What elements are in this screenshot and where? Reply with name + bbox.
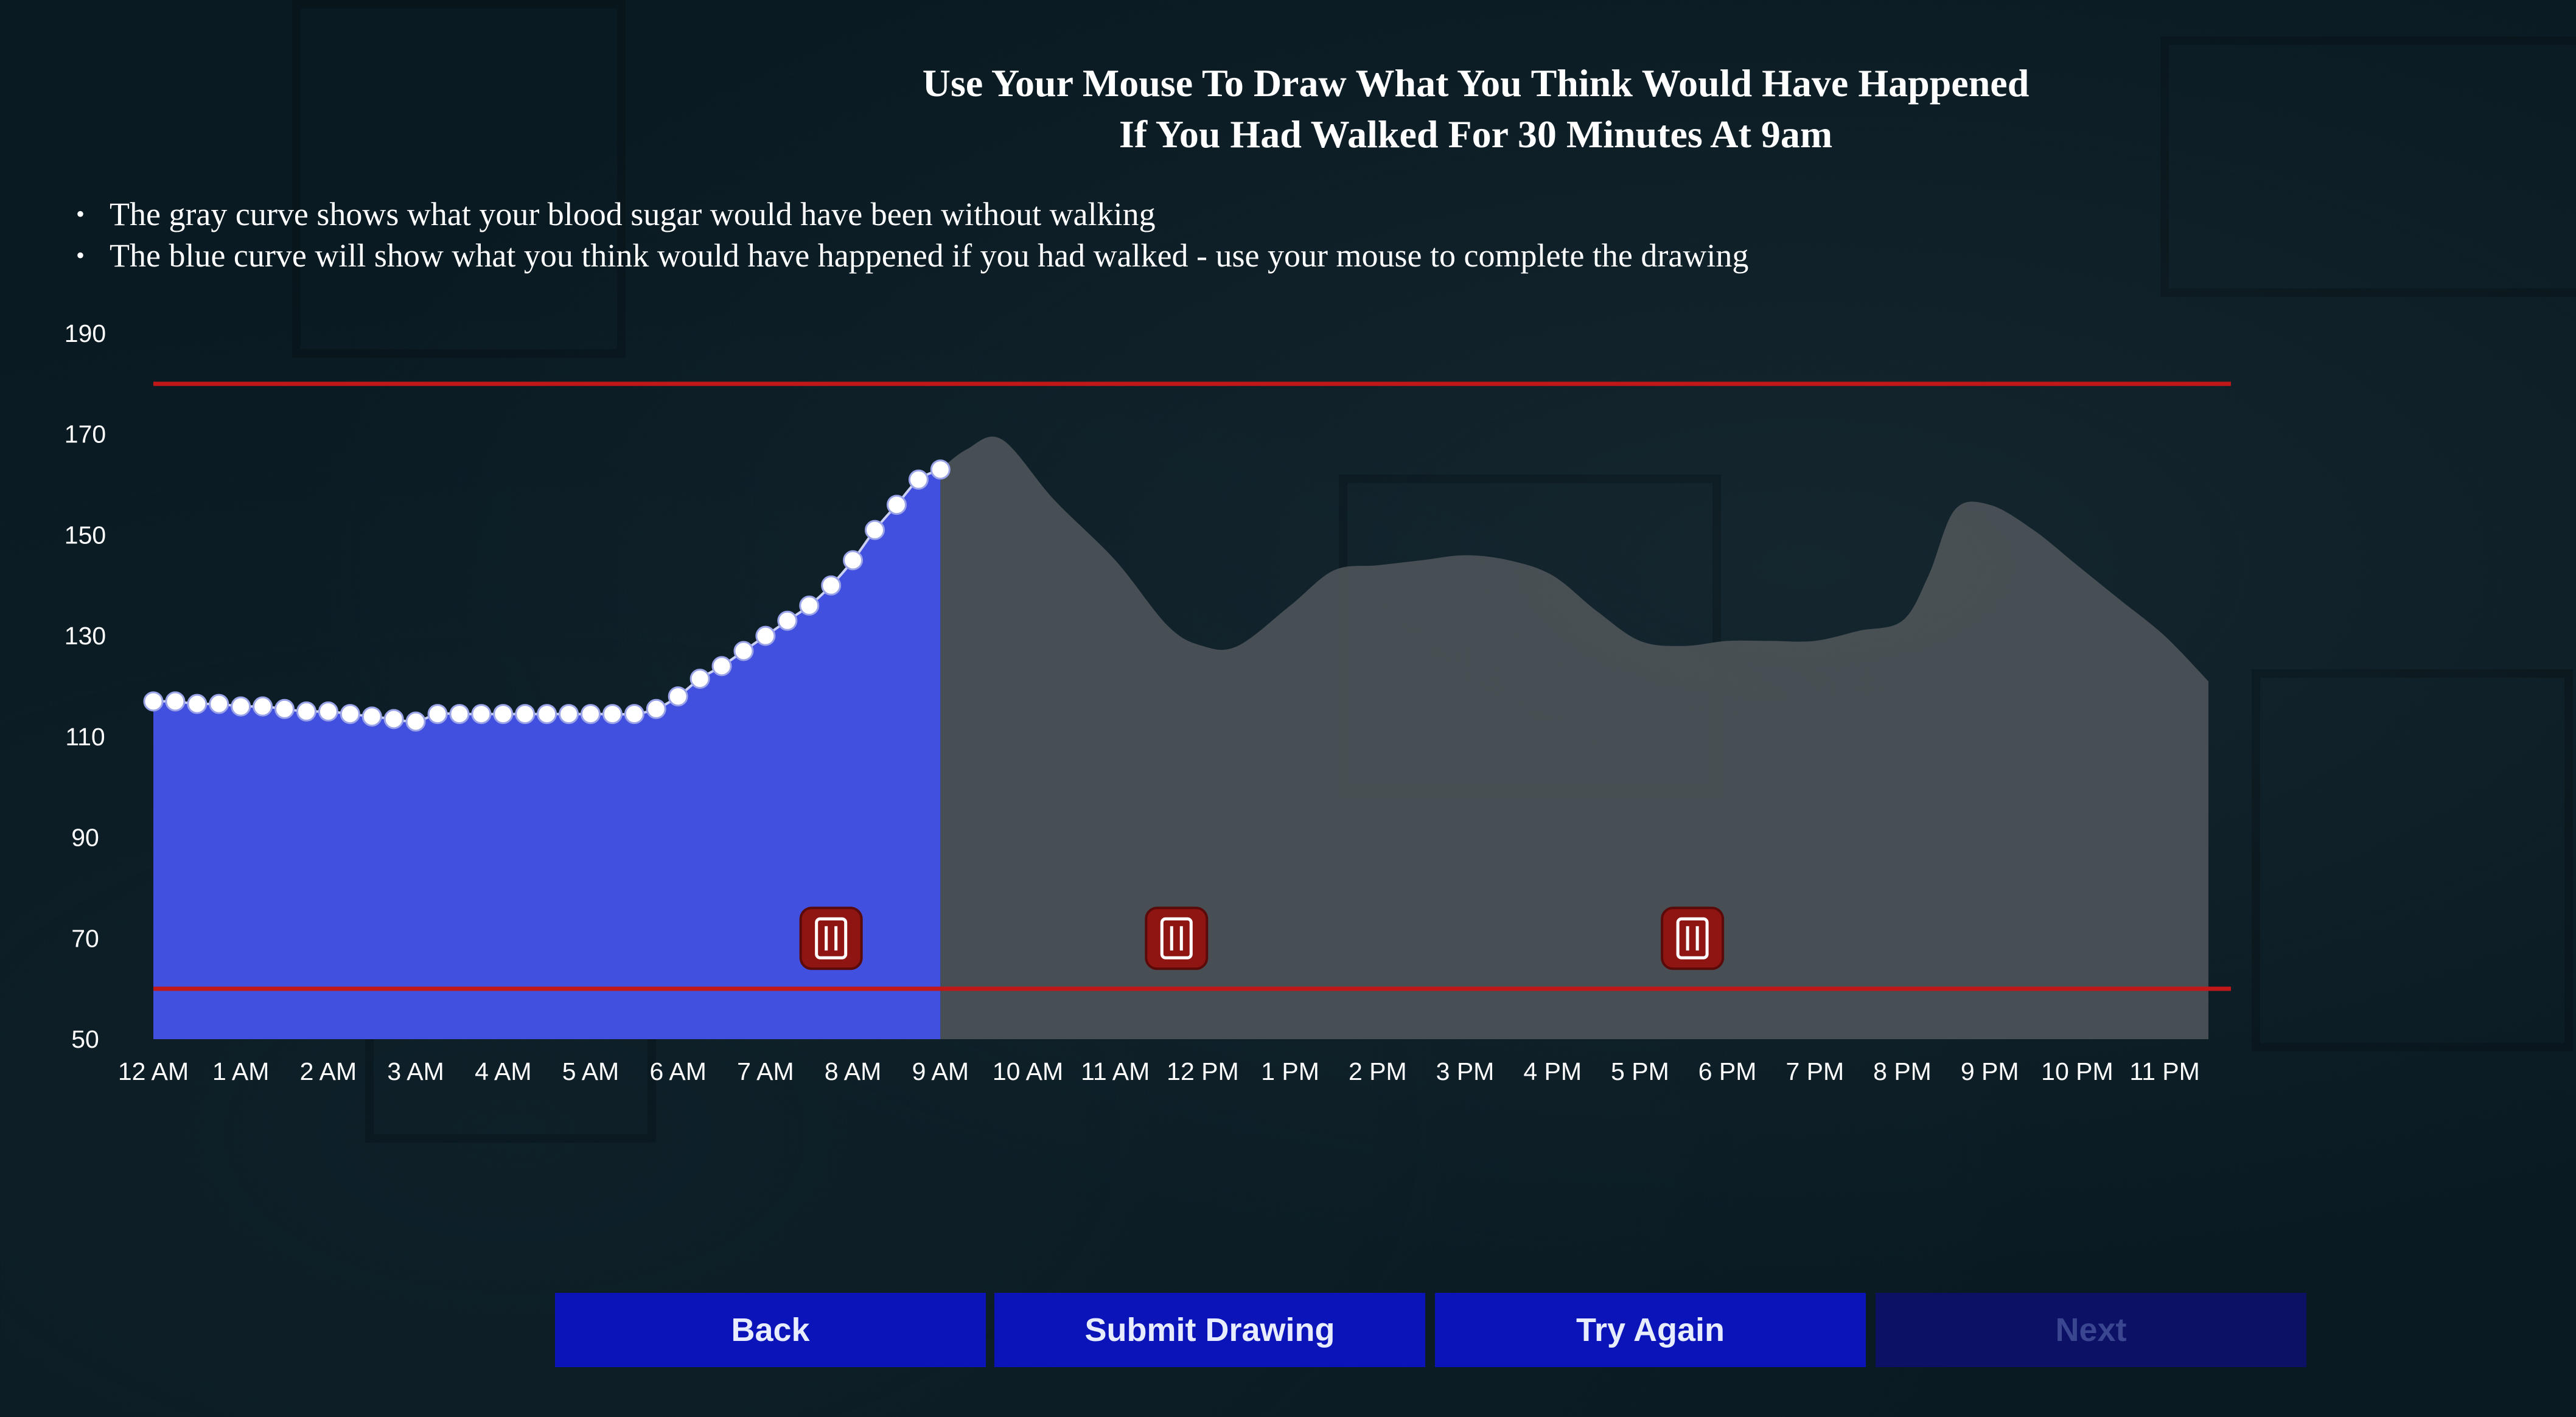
x-tick-label: 8 AM (825, 1057, 881, 1085)
drawn-point (361, 706, 382, 727)
x-tick-label: 3 AM (387, 1057, 444, 1085)
drawn-point (733, 641, 754, 661)
x-tick-label: 4 AM (475, 1057, 531, 1085)
x-tick-label: 2 PM (1349, 1057, 1407, 1085)
drawn-point (668, 686, 688, 707)
drawn-point (383, 709, 404, 729)
baseline-area-without-walking (940, 436, 2208, 1039)
x-tick-label: 3 PM (1436, 1057, 1495, 1085)
drawn-point (515, 704, 536, 725)
drawn-point (231, 696, 251, 717)
page-title: Use Your Mouse To Draw What You Think Wo… (852, 58, 2100, 160)
drawn-point (581, 704, 601, 725)
drawn-point (209, 694, 229, 714)
meal-icon-frame (1676, 917, 1709, 959)
meal-icon (1661, 907, 1725, 970)
x-tick-label: 6 PM (1698, 1057, 1757, 1085)
drawn-point (537, 704, 557, 725)
drawn-point (187, 694, 208, 714)
next-button: Next (1876, 1293, 2306, 1367)
x-tick-label: 9 PM (1961, 1057, 2019, 1085)
drawn-point (253, 696, 273, 717)
x-tick-label: 10 AM (993, 1057, 1063, 1085)
x-tick-label: 12 AM (118, 1057, 189, 1085)
submit-drawing-button[interactable]: Submit Drawing (994, 1293, 1425, 1367)
drawn-point (296, 701, 316, 722)
drawn-point (646, 698, 666, 719)
y-tick-label: 170 (65, 420, 106, 448)
drawn-area-with-walking (153, 469, 941, 1039)
x-tick-label: 7 AM (737, 1057, 794, 1085)
x-tick-label: 2 AM (300, 1057, 357, 1085)
drawn-point (559, 704, 579, 725)
drawn-point (886, 495, 907, 515)
drawn-point (318, 701, 338, 722)
y-tick-label: 190 (65, 319, 106, 347)
instruction-gray-curve: The gray curve shows what your blood sug… (76, 193, 1748, 235)
drawn-point (689, 669, 710, 689)
drawn-point (777, 610, 798, 631)
drawn-point (843, 550, 864, 571)
drawn-point (493, 704, 514, 725)
instructions-list: The gray curve shows what your blood sug… (76, 193, 1748, 276)
x-tick-label: 1 AM (212, 1057, 269, 1085)
x-tick-label: 1 PM (1261, 1057, 1319, 1085)
x-tick-label: 6 AM (649, 1057, 706, 1085)
background-square (2160, 37, 2576, 297)
drawn-point (624, 704, 644, 725)
y-tick-label: 110 (65, 723, 105, 751)
drawn-point (711, 656, 732, 677)
y-tick-label: 130 (65, 622, 106, 650)
drawn-point (908, 469, 929, 490)
x-tick-label: 11 PM (2129, 1057, 2199, 1085)
x-tick-label: 9 AM (912, 1057, 969, 1085)
drawn-point (427, 704, 448, 725)
drawn-point (405, 711, 426, 732)
drawn-point (755, 625, 776, 646)
drawn-point (165, 691, 186, 712)
x-tick-label: 10 PM (2041, 1057, 2114, 1085)
meal-icon-frame (1160, 917, 1193, 959)
x-tick-label: 8 PM (1873, 1057, 1932, 1085)
drawn-point (471, 704, 492, 725)
meal-icon (799, 907, 863, 970)
x-tick-label: 5 PM (1611, 1057, 1669, 1085)
y-tick-label: 70 (71, 924, 99, 952)
drawn-point (602, 704, 623, 725)
meal-icon-frame (815, 917, 848, 959)
drawn-point (865, 520, 885, 540)
instruction-blue-curve: The blue curve will show what you think … (76, 235, 1748, 276)
x-tick-label: 4 PM (1523, 1057, 1582, 1085)
y-tick-label: 90 (71, 824, 99, 852)
back-button[interactable]: Back (555, 1293, 986, 1367)
x-tick-label: 5 AM (562, 1057, 619, 1085)
title-line-2: If You Had Walked For 30 Minutes At 9am (1119, 113, 1833, 156)
x-tick-label: 12 PM (1167, 1057, 1239, 1085)
x-tick-label: 7 PM (1785, 1057, 1844, 1085)
drawn-point (799, 595, 820, 616)
y-tick-label: 50 (71, 1025, 99, 1053)
title-line-1: Use Your Mouse To Draw What You Think Wo… (922, 61, 2030, 105)
drawn-point (930, 459, 951, 480)
y-tick-label: 150 (65, 521, 106, 549)
drawn-point (143, 691, 164, 712)
drawn-point (821, 575, 842, 596)
drawn-point (274, 698, 295, 719)
drawn-point (449, 704, 470, 725)
x-tick-label: 11 AM (1081, 1057, 1150, 1085)
meal-icon (1145, 907, 1209, 970)
background-square (2252, 669, 2573, 1051)
try-again-button[interactable]: Try Again (1435, 1293, 1866, 1367)
drawn-point (340, 704, 360, 725)
